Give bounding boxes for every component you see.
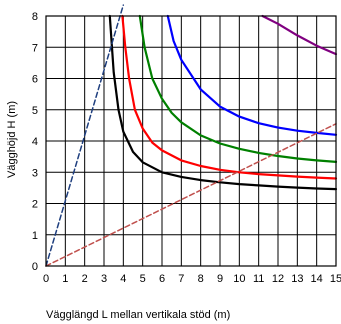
x-tick-label: 12 [272,273,284,285]
x-axis-title: Vägglängd L mellan vertikala stöd (m) [46,309,230,321]
plot-border [45,15,337,267]
series-line-4 [166,14,338,136]
series-line-2 [121,14,338,180]
x-tick-label: 6 [159,273,165,285]
x-tick-label: 5 [140,273,146,285]
y-tick-label: 0 [32,261,38,273]
y-tick-label: 2 [32,199,38,211]
x-tick-label: 1 [62,273,68,285]
series-line-5 [261,14,338,56]
y-tick-label: 1 [32,230,38,242]
x-tick-label: 11 [253,273,264,285]
x-tick-label: 0 [43,273,49,285]
y-tick-label: 7 [32,42,38,54]
x-tick-label: 7 [178,273,184,285]
x-tick-label: 14 [311,273,323,285]
x-tick-label: 4 [120,273,126,285]
y-tick-label: 6 [32,74,38,86]
y-tick-label: 4 [32,136,38,148]
x-tick-label: 15 [330,273,341,285]
y-tick-label: 5 [32,105,38,117]
plot-frame [45,15,337,267]
y-axis-ticks: 0 1 2 3 4 5 6 7 8 [32,11,38,273]
x-tick-label: 8 [198,273,204,285]
x-tick-label: 9 [217,273,223,285]
series-line-3 [138,14,338,163]
series-line-1 [108,14,338,191]
x-tick-label: 13 [291,273,303,285]
y-tick-label: 3 [32,167,38,179]
x-tick-label: 3 [101,273,107,285]
x-tick-label: 10 [233,273,245,285]
y-tick-label: 8 [32,11,38,23]
series-layer [45,4,338,267]
x-axis-ticks: 0 1 2 3 4 5 6 7 8 9 10 11 12 13 14 15 [43,273,341,285]
series-line-7 [45,123,337,267]
x-tick-label: 2 [82,273,88,285]
series-line-6 [45,4,125,267]
grid [46,16,336,266]
y-axis-title: Vägghöjd H (m) [6,101,18,178]
